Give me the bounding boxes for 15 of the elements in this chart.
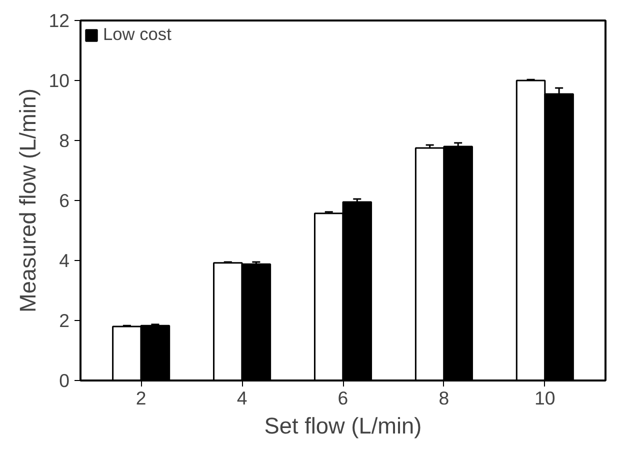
y-tick-label: 2 (59, 310, 70, 331)
y-tick-label: 8 (59, 130, 70, 151)
y-axis-title: Measured flow (L/min) (14, 88, 41, 313)
y-tick-label: 4 (59, 250, 70, 271)
legend-label: Low cost (103, 24, 172, 45)
x-tick-label: 8 (438, 388, 450, 408)
y-tick-label: 6 (59, 190, 70, 211)
y-tick-label: 0 (59, 370, 70, 391)
y-tick-label: 12 (48, 10, 70, 31)
x-tick-label: 4 (236, 388, 248, 408)
x-tick-label: 10 (534, 388, 556, 408)
x-tick-label: 6 (338, 388, 348, 408)
y-tick-label: 10 (48, 70, 70, 91)
x-axis-title: Set flow (L/min) (264, 412, 422, 438)
x-tick-label: 2 (136, 388, 146, 408)
